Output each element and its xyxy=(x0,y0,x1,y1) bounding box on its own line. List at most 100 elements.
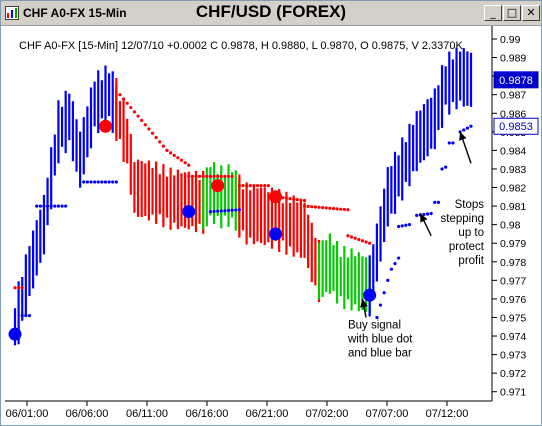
stop-dot xyxy=(415,213,419,217)
annotation-text: Stops stepping up to protect profit xyxy=(441,199,485,267)
stop-dot xyxy=(444,165,448,169)
stop-dot xyxy=(447,141,451,145)
stop-dot xyxy=(140,118,144,122)
stop-dot xyxy=(263,184,267,188)
annotation-text: Buy signal with blue dot and blue bar xyxy=(347,320,413,360)
stop-dot xyxy=(397,224,401,229)
y-tick-label: 0.982 xyxy=(500,183,526,195)
y-tick-label: 0.976 xyxy=(500,294,526,306)
stop-dot xyxy=(64,204,68,208)
x-tick-label: 06/01:00 xyxy=(6,408,49,420)
stop-dot xyxy=(433,200,437,204)
info-line: CHF A0-FX [15-Min] 12/07/10 +0.0002 C 0.… xyxy=(19,40,464,52)
stop-dot xyxy=(400,224,404,228)
stop-dot xyxy=(169,151,173,155)
stop-dot xyxy=(129,105,133,110)
maximize-button[interactable]: □ xyxy=(503,5,521,21)
stop-dot xyxy=(386,278,390,282)
stop-dot xyxy=(212,174,216,178)
stop-dot xyxy=(295,197,299,202)
stop-dot xyxy=(255,184,260,188)
stop-dot xyxy=(252,184,256,188)
x-tick-label: 06/16:00 xyxy=(186,408,229,420)
stop-dot xyxy=(212,209,216,214)
stop-dot xyxy=(187,174,191,178)
stop-dot xyxy=(353,236,357,240)
stop-dot xyxy=(56,204,61,208)
stop-dot xyxy=(357,237,361,242)
stop-dot xyxy=(302,204,307,208)
annotation-arrow-head xyxy=(459,131,467,141)
stop-dot xyxy=(407,223,412,227)
price-label: 0.9878 xyxy=(499,75,533,87)
stop-dot xyxy=(364,240,368,244)
stop-dot xyxy=(313,205,317,209)
y-tick-label: 0.99 xyxy=(500,34,521,46)
stop-dot xyxy=(42,204,46,208)
stop-dot xyxy=(147,127,151,131)
stop-dot xyxy=(429,211,433,216)
stop-dot xyxy=(17,286,21,290)
stop-dot xyxy=(328,206,332,210)
stop-dot xyxy=(230,208,234,212)
stop-dot xyxy=(111,180,115,184)
stop-dot xyxy=(194,174,198,178)
annotations: Buy signal with blue dot and blue bar Stops… xyxy=(347,131,485,360)
stop-dot xyxy=(375,315,379,320)
stop-dot xyxy=(302,198,307,203)
stop-dot xyxy=(288,197,292,201)
stop-dot xyxy=(241,184,245,188)
y-tick-label: 0.971 xyxy=(500,387,526,399)
stop-dot xyxy=(219,174,223,178)
stop-dot xyxy=(143,123,147,127)
stop-dot xyxy=(179,158,184,162)
stop-dot xyxy=(440,167,444,171)
stop-dot xyxy=(82,180,86,184)
close-button[interactable]: ✕ xyxy=(522,5,540,21)
stop-dot xyxy=(382,291,386,295)
stop-dot xyxy=(216,174,220,178)
x-axis: 06/01:00 06/06:00 06/11:00 06/16:00 06/21:00… xyxy=(6,401,468,420)
signal-dot xyxy=(98,119,112,133)
stop-dot xyxy=(321,206,325,210)
stop-dot xyxy=(45,204,50,208)
stop-dot xyxy=(259,184,263,188)
stop-dot xyxy=(465,126,469,130)
stop-dot xyxy=(230,174,234,178)
stop-dot xyxy=(150,131,155,135)
x-tick-label: 06/21:00 xyxy=(246,408,289,420)
stop-dot xyxy=(89,180,93,184)
stop-dot xyxy=(27,314,32,318)
stop-dot xyxy=(20,286,24,290)
stop-dot xyxy=(266,184,270,188)
stop-dot xyxy=(469,124,473,128)
price-label-box xyxy=(493,117,539,135)
stop-dot xyxy=(49,204,53,208)
stop-dots xyxy=(13,93,473,320)
signal-dot xyxy=(269,227,283,241)
stop-dot xyxy=(53,204,57,208)
stop-dot xyxy=(219,209,223,213)
stop-dot xyxy=(339,207,343,211)
y-tick-label: 0.987 xyxy=(500,90,526,102)
stop-dot xyxy=(107,180,111,184)
stop-dot xyxy=(393,262,397,266)
stop-dot xyxy=(324,206,328,210)
title-bar[interactable]: CHF A0-FX 15-Min CHF/USD (FOREX) _ □ ✕ xyxy=(1,1,541,26)
stop-dot xyxy=(187,163,191,167)
y-tick-label: 0.975 xyxy=(500,312,526,324)
stop-dot xyxy=(436,200,441,204)
stop-dot xyxy=(197,174,202,178)
stop-dot xyxy=(118,93,122,97)
stop-dot xyxy=(306,204,310,208)
stop-dot xyxy=(205,174,209,178)
stop-dot xyxy=(216,209,220,213)
stop-dot xyxy=(422,212,426,217)
stop-dot xyxy=(310,205,314,209)
minimize-button[interactable]: _ xyxy=(484,5,502,21)
stop-dot xyxy=(299,198,303,202)
stop-dot xyxy=(368,241,372,245)
stop-dot xyxy=(346,208,350,212)
price-chart: CHF A0-FX [15-Min] 12/07/10 +0.0002 C 0.… xyxy=(1,26,541,425)
stop-dot xyxy=(404,223,408,227)
